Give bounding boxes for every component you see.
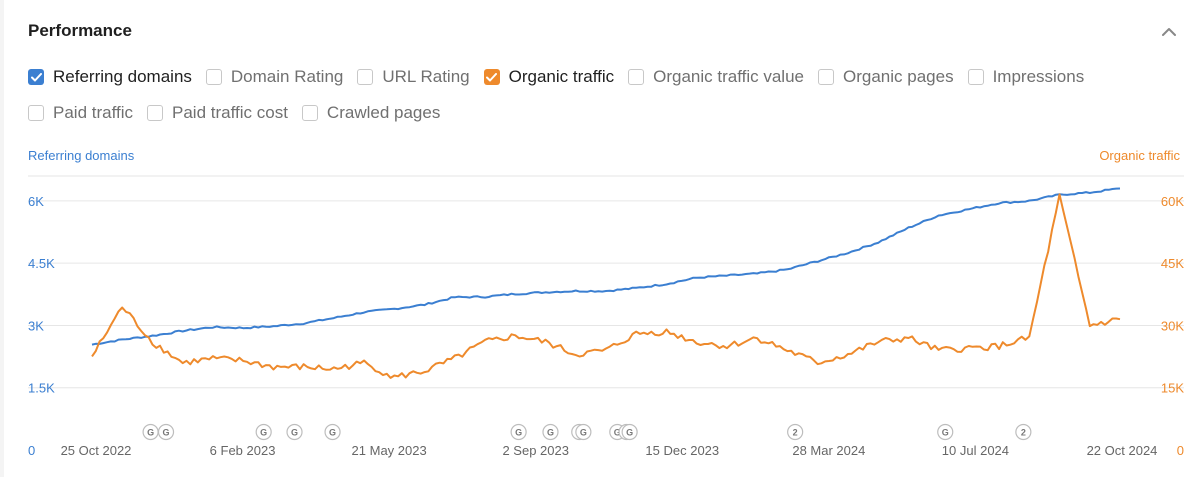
metric-label: Paid traffic bbox=[53, 103, 134, 122]
event-marker-circle bbox=[255, 423, 272, 441]
checkbox-paid-traffic-cost[interactable] bbox=[147, 105, 164, 121]
event-marker-circle bbox=[510, 423, 527, 441]
checkbox-domain-rating[interactable] bbox=[205, 69, 222, 85]
event-marker-label: G bbox=[626, 427, 633, 437]
event-marker-google-update[interactable]: G bbox=[621, 423, 638, 441]
metric-referring-domains[interactable]: Referring domains bbox=[28, 66, 192, 88]
event-marker-google-update[interactable]: G bbox=[255, 423, 272, 441]
event-marker-circle bbox=[1015, 423, 1032, 441]
x-tick-label: 25 Oct 2022 bbox=[61, 443, 132, 458]
y-left-tick: 6K bbox=[28, 194, 44, 209]
x-tick-label: 15 Dec 2023 bbox=[645, 443, 719, 458]
x-tick-label: 6 Feb 2023 bbox=[210, 443, 276, 458]
event-marker-count[interactable]: 2 bbox=[787, 423, 804, 441]
event-marker-label: G bbox=[515, 427, 522, 437]
event-marker-label: G bbox=[580, 427, 587, 437]
x-tick-label: 10 Jul 2024 bbox=[942, 443, 1009, 458]
event-marker-circle bbox=[542, 423, 559, 441]
y-left-tick: 3K bbox=[28, 318, 44, 333]
chevron-up-icon bbox=[1162, 27, 1176, 36]
y-right-tick: 30K bbox=[1161, 318, 1184, 333]
checkbox-organic-traffic[interactable] bbox=[483, 69, 500, 85]
metric-organic-traffic-value[interactable]: Organic traffic value bbox=[628, 66, 804, 88]
metric-label: Organic traffic value bbox=[653, 67, 804, 86]
collapse-button[interactable] bbox=[1158, 20, 1180, 42]
event-marker-circle bbox=[324, 423, 341, 441]
metric-organic-traffic[interactable]: Organic traffic bbox=[483, 66, 615, 88]
metric-url-rating[interactable]: URL Rating bbox=[357, 66, 470, 88]
event-marker-count[interactable]: 2 bbox=[1015, 423, 1032, 441]
y-right-tick: 60K bbox=[1161, 194, 1184, 209]
metric-label: Referring domains bbox=[53, 67, 192, 86]
x-tick-label: 28 Mar 2024 bbox=[792, 443, 865, 458]
metric-label: Paid traffic cost bbox=[172, 103, 288, 122]
x-tick-label: 21 May 2023 bbox=[352, 443, 427, 458]
y-right-tick: 0 bbox=[1177, 443, 1184, 458]
card-header: Performance bbox=[28, 20, 1180, 42]
event-marker-label: 2 bbox=[1021, 427, 1026, 437]
event-marker-circle bbox=[575, 423, 592, 441]
event-marker-google-update[interactable]: G bbox=[324, 423, 341, 441]
event-marker-label: G bbox=[614, 427, 621, 437]
event-marker-google-update[interactable]: G bbox=[937, 423, 954, 441]
left-axis-title: Referring domains bbox=[28, 148, 135, 163]
metric-paid-traffic-cost[interactable]: Paid traffic cost bbox=[147, 102, 288, 124]
x-tick-label: 2 Sep 2023 bbox=[502, 443, 569, 458]
checkbox-referring-domains[interactable] bbox=[28, 69, 44, 85]
series-line-referring-domains bbox=[91, 187, 1121, 346]
metric-selector: Referring domains Domain Rating URL Rating… bbox=[28, 66, 1168, 124]
metric-organic-pages[interactable]: Organic pages bbox=[818, 66, 954, 88]
event-marker-label: G bbox=[329, 427, 336, 437]
y-right-tick: 45K bbox=[1161, 256, 1184, 271]
metric-label: Impressions bbox=[992, 67, 1085, 86]
checkmark-icon bbox=[30, 72, 42, 81]
y-left-tick: 1.5K bbox=[28, 381, 55, 396]
y-left-tick: 4.5K bbox=[28, 256, 55, 271]
y-left-tick: 0 bbox=[28, 443, 35, 458]
checkmark-icon bbox=[486, 72, 498, 81]
series-line-organic-traffic bbox=[91, 193, 1121, 379]
event-marker-google-update[interactable]: G bbox=[542, 423, 559, 441]
metric-paid-traffic[interactable]: Paid traffic bbox=[28, 102, 133, 124]
y-right-tick: 15K bbox=[1161, 381, 1184, 396]
metric-domain-rating[interactable]: Domain Rating bbox=[205, 66, 344, 88]
event-marker-circle bbox=[286, 423, 303, 441]
card-title: Performance bbox=[28, 21, 132, 40]
metric-label: Organic pages bbox=[843, 67, 954, 86]
checkbox-organic-pages[interactable] bbox=[818, 69, 834, 85]
metric-label: Organic traffic bbox=[508, 67, 615, 86]
checkbox-url-rating[interactable] bbox=[357, 69, 374, 85]
x-tick-label: 22 Oct 2024 bbox=[1087, 443, 1158, 458]
event-marker-label: G bbox=[260, 427, 267, 437]
metric-label: Domain Rating bbox=[230, 67, 344, 86]
checkbox-impressions[interactable] bbox=[967, 69, 984, 85]
event-marker-circle bbox=[787, 423, 804, 441]
event-marker-google-update[interactable]: G bbox=[142, 423, 159, 441]
metric-crawled-pages[interactable]: Crawled pages bbox=[301, 102, 441, 124]
event-marker-label: G bbox=[291, 427, 298, 437]
event-marker-label: G bbox=[147, 427, 154, 437]
metric-label: URL Rating bbox=[382, 67, 470, 86]
event-marker-circle bbox=[157, 423, 175, 441]
event-marker-google-update[interactable]: G bbox=[157, 423, 175, 441]
checkbox-crawled-pages[interactable] bbox=[301, 105, 318, 121]
performance-chart: 0 1.5K 3K 4.5K 6K 0 15K 30K 45K 60K 25 Oct 2022 6 F… bbox=[28, 175, 1184, 458]
checkbox-paid-traffic[interactable] bbox=[28, 105, 44, 121]
event-marker-google-update[interactable]: G bbox=[286, 423, 303, 441]
event-marker-label: G bbox=[547, 427, 554, 437]
metric-label: Crawled pages bbox=[326, 103, 441, 122]
event-marker-label: 2 bbox=[793, 427, 798, 437]
event-marker-circle bbox=[937, 423, 954, 441]
right-axis-title: Organic traffic bbox=[1099, 148, 1180, 163]
event-marker-label: G bbox=[942, 427, 949, 437]
metric-impressions[interactable]: Impressions bbox=[967, 66, 1085, 88]
event-marker-google-update[interactable]: G bbox=[510, 423, 527, 441]
event-marker-google-update[interactable]: G bbox=[575, 423, 592, 441]
checkbox-organic-traffic-value[interactable] bbox=[628, 69, 645, 85]
event-marker-label: G bbox=[163, 427, 170, 437]
event-marker-circle bbox=[621, 423, 638, 441]
